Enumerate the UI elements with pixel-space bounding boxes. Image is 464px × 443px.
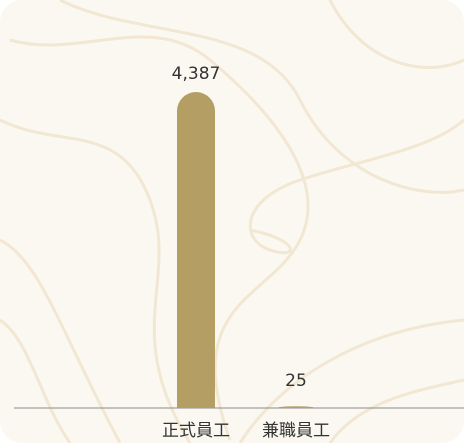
background (0, 0, 464, 443)
x-tick-label: 兼職員工 (262, 421, 330, 441)
x-tick-label: 正式員工 (162, 421, 230, 441)
data-label: 4,387 (172, 64, 221, 84)
bar (177, 92, 215, 408)
data-label: 25 (285, 371, 307, 391)
chart: 正式員工 4,387 兼職員工 25 (0, 0, 464, 443)
